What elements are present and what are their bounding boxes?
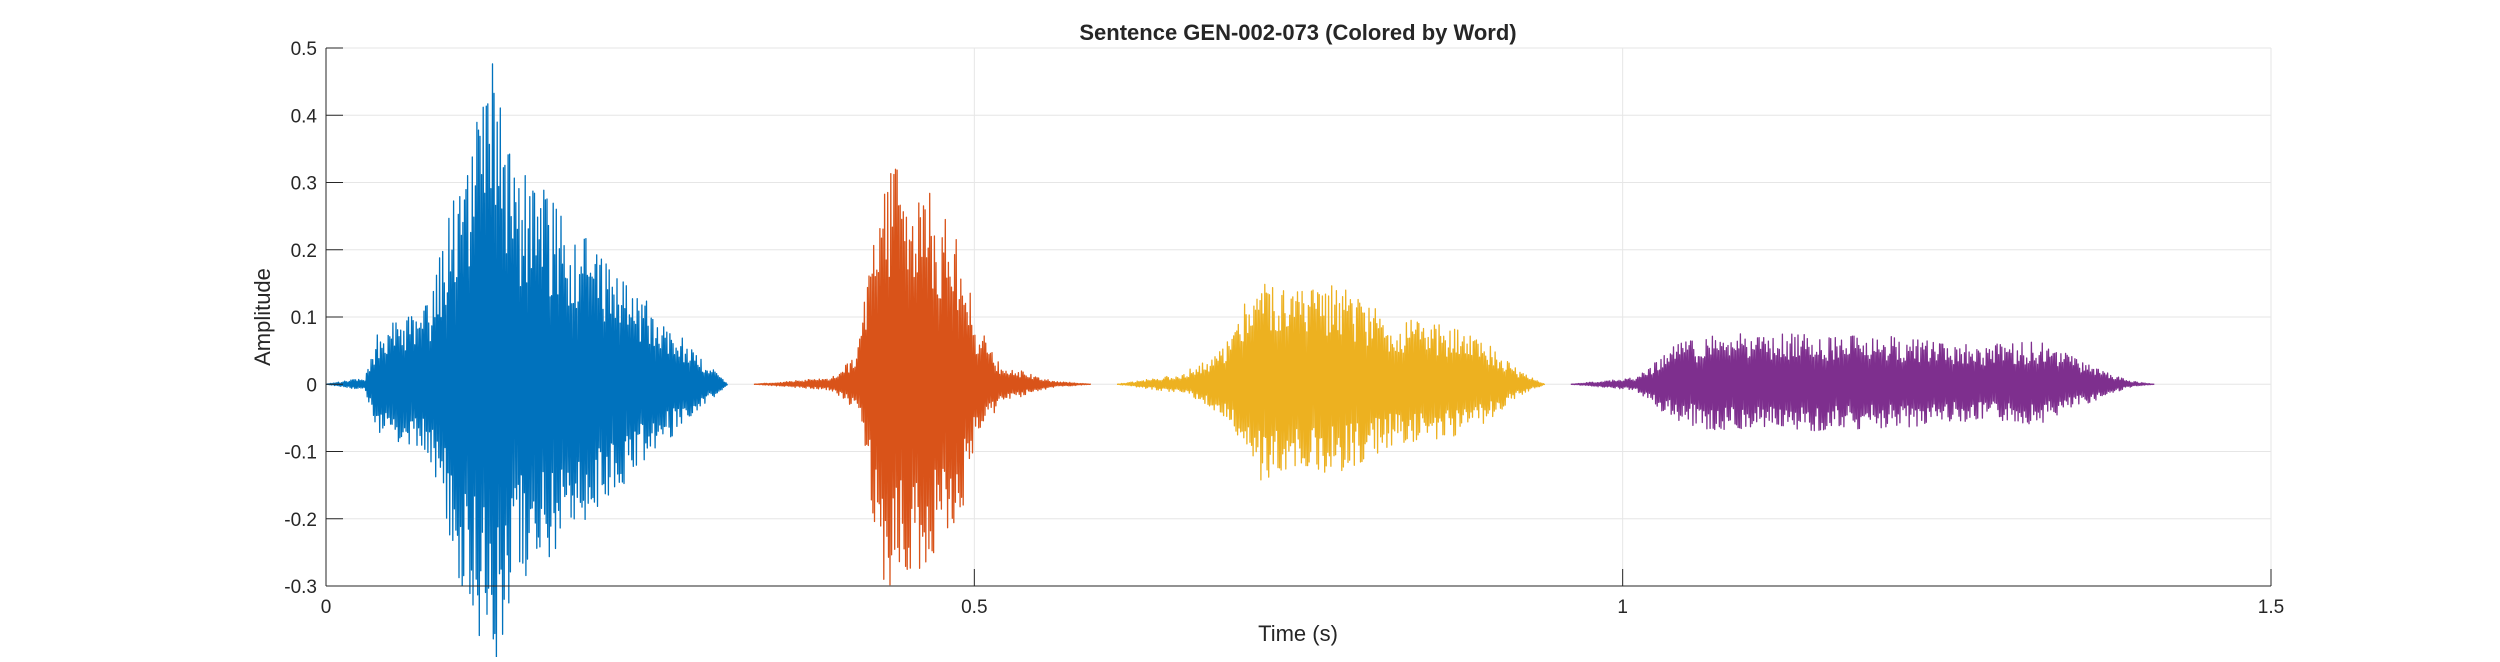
- y-axis-label: Amplitude: [250, 268, 275, 366]
- y-tick-label: -0.1: [284, 443, 317, 464]
- y-tick-label: 0: [306, 375, 317, 396]
- series-layer: [325, 63, 2155, 662]
- waveform-series: [753, 168, 1091, 586]
- y-tick-label: 0.4: [291, 106, 318, 127]
- x-tick-label: 0: [321, 597, 332, 618]
- y-tick-label: -0.3: [284, 577, 317, 598]
- y-tick-label: 0.2: [291, 241, 317, 262]
- x-tick-label: 0.5: [961, 597, 987, 618]
- y-tick-label: 0.3: [291, 174, 317, 195]
- waveform-series: [1570, 333, 2155, 432]
- waveform-series: [1117, 283, 1546, 481]
- x-tick-label: 1.5: [2258, 597, 2284, 618]
- x-tick-label: 1: [1617, 597, 1628, 618]
- x-axis-label: Time (s): [1258, 621, 1338, 646]
- y-tick-label: 0.1: [291, 308, 317, 329]
- chart-title: Sentence GEN-002-073 (Colored by Word): [1079, 20, 1516, 45]
- y-tick-label: -0.2: [284, 510, 317, 531]
- ticks: 0 0.5 1 1.5 -0.3 -0.2 -0.1 0 0.1 0.2 0.3 0.4 0.5: [284, 39, 2284, 618]
- y-tick-label: 0.5: [291, 39, 317, 60]
- waveform-series: [325, 63, 728, 662]
